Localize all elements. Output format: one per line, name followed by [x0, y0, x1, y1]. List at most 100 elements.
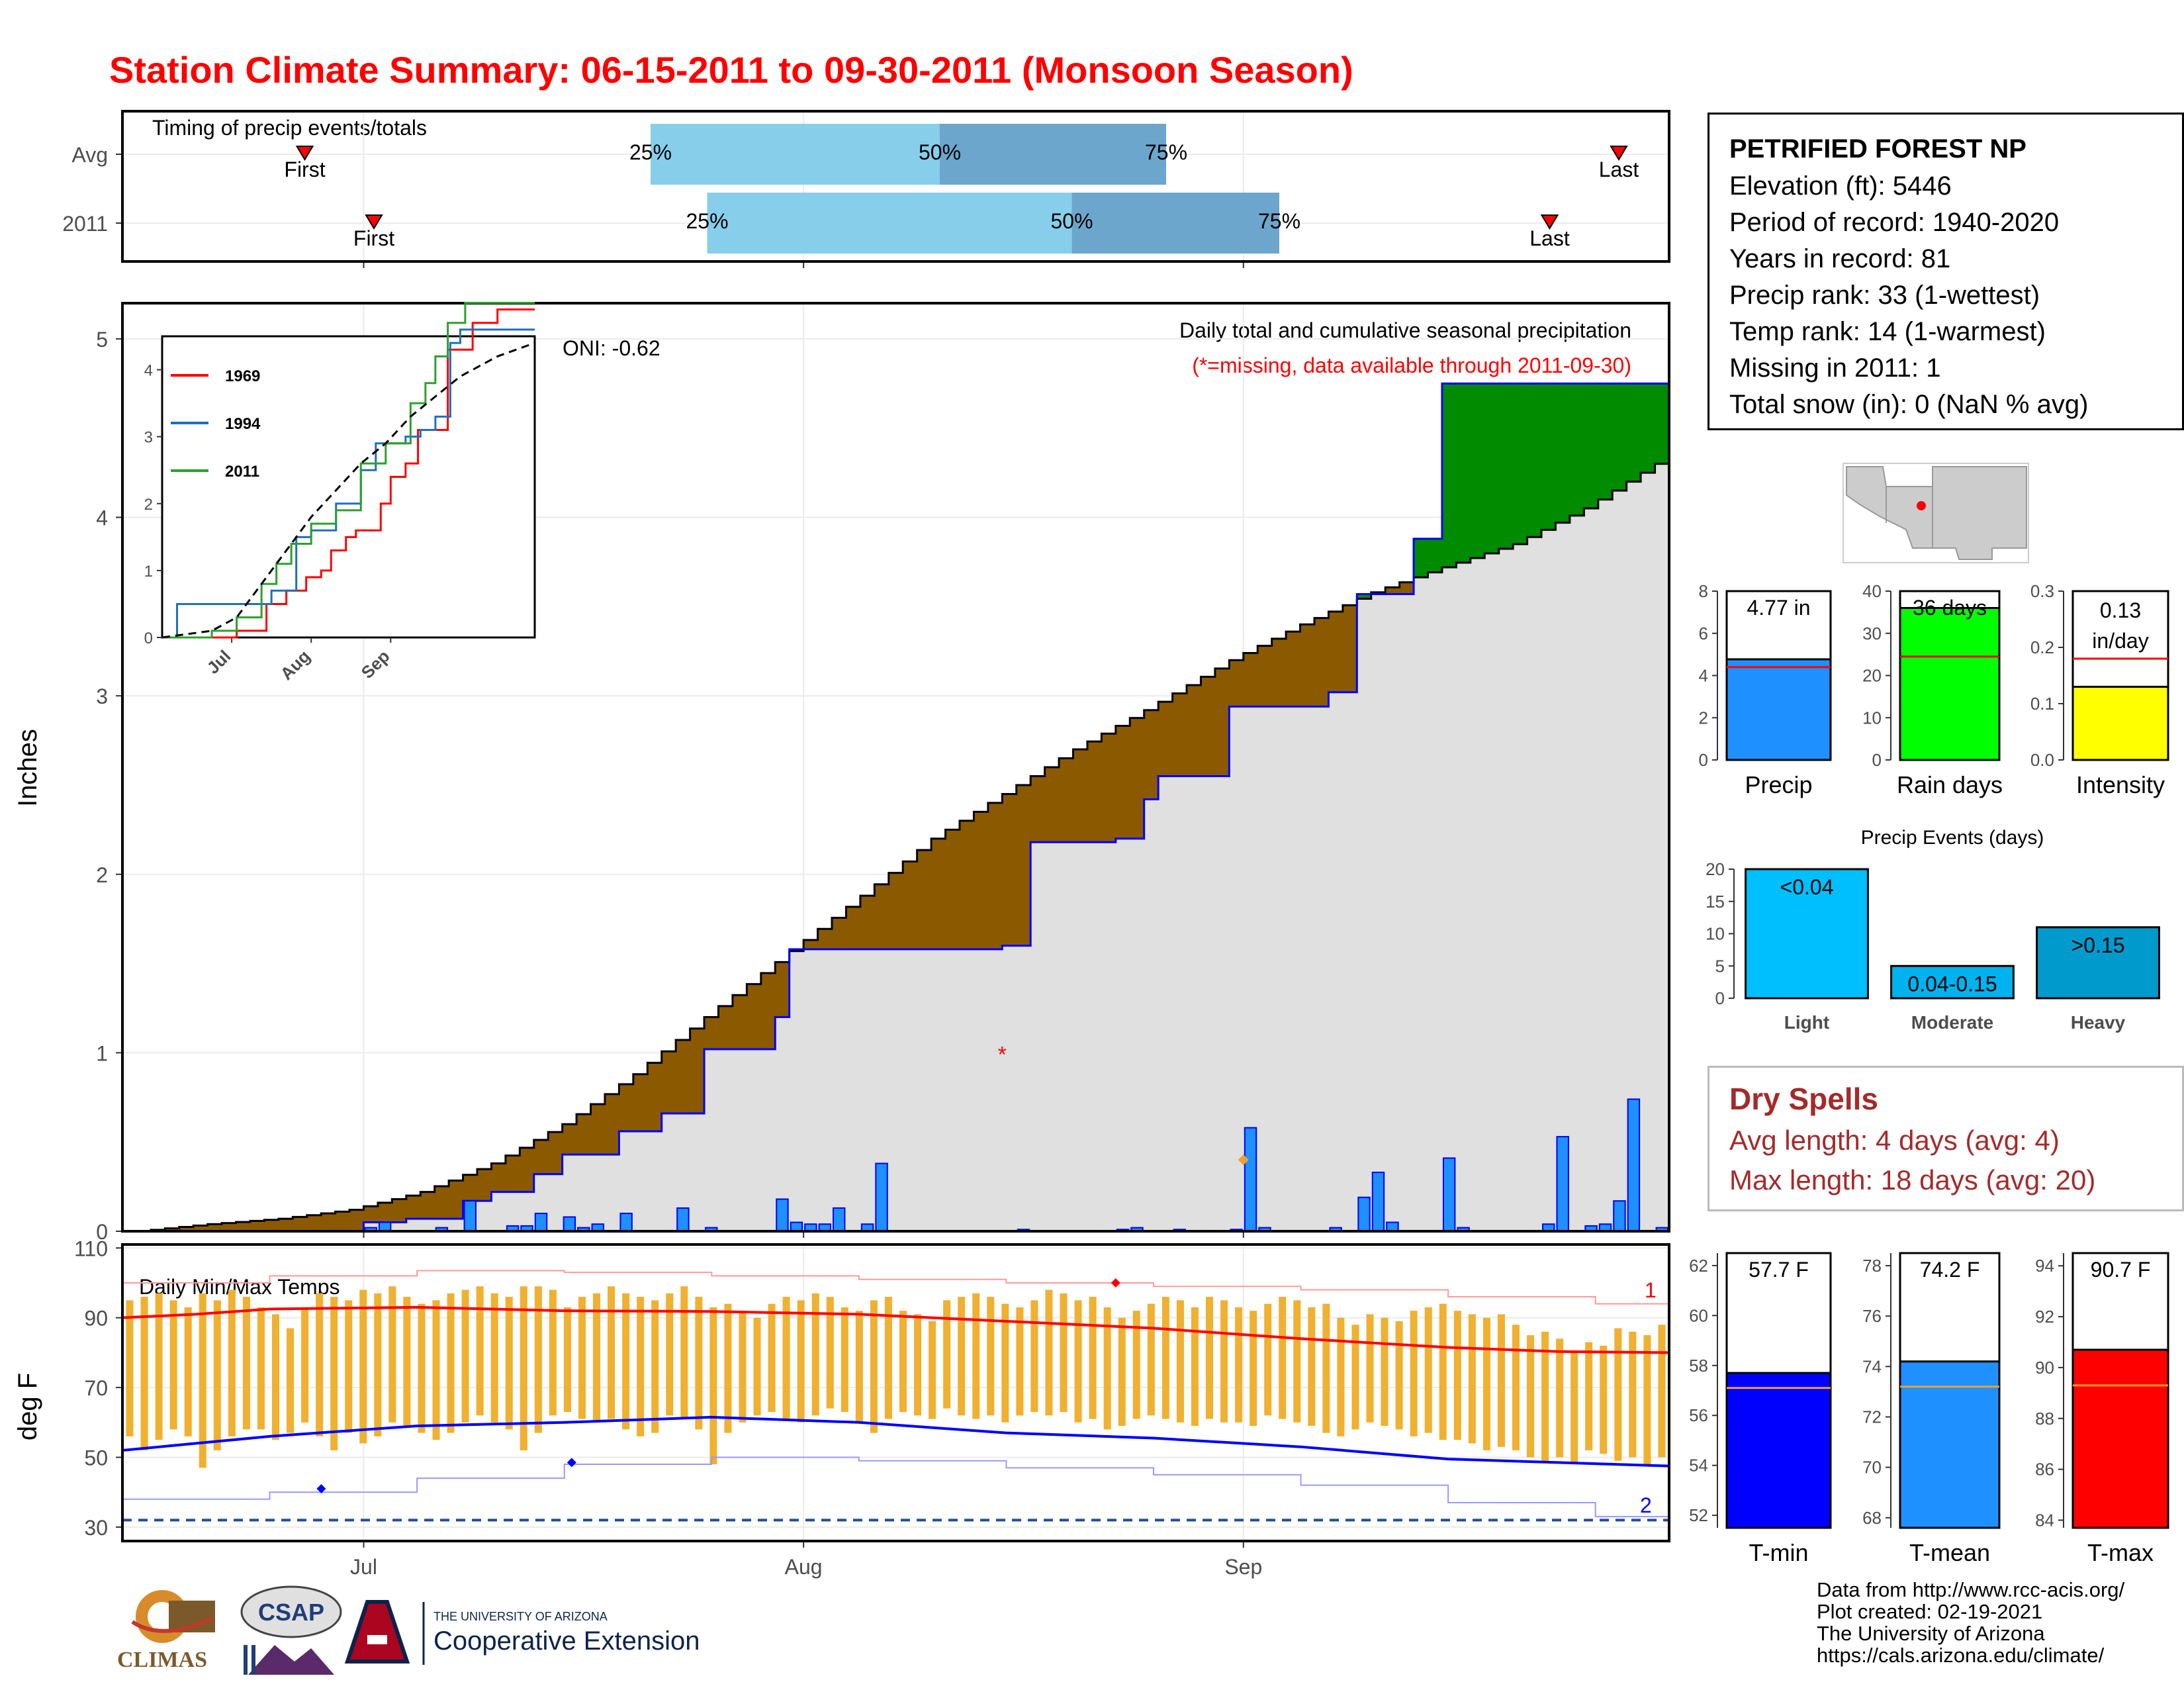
mini-ytick-label: 54 [1689, 1456, 1708, 1476]
daily-temp-range-bar [388, 1286, 396, 1423]
daily-temp-range-bar [929, 1321, 936, 1419]
inset-ytick-label: 2 [144, 496, 153, 514]
mini-category-label: Rain days [1897, 771, 2003, 798]
mini-value-bar [1725, 1372, 1832, 1529]
daily-temp-range-bar [768, 1303, 776, 1412]
daily-temp-range-bar [1453, 1311, 1461, 1440]
surplus-area [1470, 383, 1485, 559]
daily-precip-bar [619, 1213, 633, 1232]
timing-q25-label: 25% [686, 209, 728, 233]
mini-chart-t-mean: 68 70 72 74 76 78 74.2 F T-mean [1862, 1252, 2001, 1566]
events-title: Precip Events (days) [1861, 827, 2044, 849]
daily-precip-bar [1244, 1127, 1257, 1232]
mini-ytick-label: 0.1 [2030, 694, 2054, 714]
mini-ytick-label: 70 [1862, 1458, 1882, 1477]
temp-ytick-label: 30 [84, 1516, 108, 1540]
deficit-area [1342, 605, 1357, 692]
mini-ytick-label: 74 [1862, 1356, 1882, 1376]
daily-temp-range-bar [1512, 1325, 1520, 1450]
events-bar-label: <0.04 [1780, 875, 1834, 899]
oni-label: ONI: -0.62 [563, 336, 660, 360]
daily-temp-range-bar [1293, 1300, 1301, 1423]
station-name: PETRIFIED FOREST NP [1729, 134, 2026, 164]
mini-category-label: Precip [1745, 771, 1812, 798]
surplus-area [1655, 383, 1670, 464]
inset-xtick-label: Jul [203, 646, 235, 678]
daily-temp-range-bar [884, 1297, 892, 1419]
deficit-area [1399, 582, 1414, 594]
station-info-box: PETRIFIED FOREST NP Elevation (ft): 5446… [1707, 113, 2184, 430]
daily-temp-range-bar [1497, 1314, 1505, 1447]
avg-max-line [122, 1305, 1670, 1354]
mini-ytick-label: 78 [1862, 1256, 1882, 1276]
mini-ytick-label: 58 [1689, 1356, 1708, 1376]
deficit-area [1044, 767, 1060, 843]
mini-value-bar [2071, 1348, 2169, 1529]
deficit-area [222, 1223, 237, 1231]
daily-precip-bar [534, 1213, 548, 1232]
daily-temp-range-bar [709, 1307, 717, 1465]
station-snow: Total snow (in): 0 (NaN % avg) [1729, 390, 2089, 419]
daily-temp-range-bar [549, 1289, 557, 1416]
ua-logo-top: THE UNIVERSITY OF ARIZONA [433, 1610, 608, 1623]
mini-ytick-label: 30 [1862, 624, 1882, 643]
surplus-area [1428, 538, 1443, 573]
inset-ytick-label: 3 [144, 429, 153, 447]
deficit-area [1172, 693, 1187, 776]
deficit-area [974, 812, 989, 950]
daily-temp-range-bar [943, 1300, 951, 1409]
timing-q25-q50-bar [651, 124, 940, 185]
deficit-area [987, 802, 1003, 950]
deficit-area [278, 1219, 293, 1231]
mini-ytick-label: 84 [2035, 1510, 2054, 1530]
mini-ytick-label: 92 [2035, 1307, 2054, 1327]
daily-temp-range-bar [330, 1297, 338, 1450]
daily-temp-range-bar [1600, 1345, 1608, 1454]
daily-temp-range-bar [826, 1297, 834, 1409]
inset-ytick-label: 1 [144, 563, 153, 581]
mini-ytick-label: 62 [1689, 1256, 1708, 1276]
csap-logo: CSAP [240, 1585, 342, 1675]
daily-temp-range-bar [287, 1328, 295, 1433]
mini-value-label: 74.2 F [1920, 1258, 1980, 1282]
surplus-area [1541, 383, 1557, 530]
daily-temp-range-bar [622, 1293, 630, 1430]
credit-url: https://cals.arizona.edu/climate/ [1817, 1644, 2105, 1667]
daily-precip-bar [1613, 1200, 1626, 1233]
record-high-diamond [1111, 1278, 1120, 1288]
station-missing: Missing in 2011: 1 [1729, 353, 1941, 383]
timing-header: Timing of precip events/totals [152, 116, 427, 140]
events-plot: 0 5 10 15 20 <0.04 Light 0.04-0.15 Moderate >0.15… [1706, 859, 2160, 1033]
ua-logo: THE UNIVERSITY OF ARIZONA Cooperative Ex… [344, 1600, 700, 1665]
temp-ytick-label: 50 [84, 1446, 108, 1470]
daily-temp-range-bar [972, 1293, 980, 1419]
mini-ytick-label: 60 [1689, 1305, 1708, 1325]
daily-temp-range-bar [403, 1297, 411, 1427]
mini-category-label: T-min [1749, 1539, 1809, 1566]
inset-series-line-1994 [162, 328, 535, 639]
deficit-area [1030, 776, 1046, 843]
deficit-area [1187, 684, 1202, 776]
deficit-area [676, 1039, 691, 1114]
daily-temp-range-bar [1161, 1297, 1169, 1419]
daily-precip-bar [463, 1200, 477, 1233]
mini-ytick-label: 10 [1862, 708, 1882, 727]
daily-temp-range-bar [1614, 1328, 1622, 1461]
daily-precip-bar [1442, 1157, 1456, 1232]
credit-data-source: Data from http://www.rcc-acis.org/ [1817, 1578, 2125, 1601]
daily-precip-bar [1371, 1172, 1385, 1233]
timing-q25-label: 25% [629, 140, 672, 164]
csap-logo-text: CSAP [258, 1599, 324, 1626]
timing-q50-label: 50% [1050, 209, 1093, 233]
daily-temp-range-bar [1381, 1317, 1388, 1427]
daily-temp-range-bar [841, 1307, 848, 1412]
precip-ytick-label: 1 [96, 1041, 108, 1065]
first-event-marker [295, 146, 314, 161]
daily-temp-range-bar [1132, 1311, 1140, 1419]
mini-value-label: 57.7 F [1749, 1258, 1809, 1282]
deficit-area [505, 1155, 520, 1192]
credits: Data from http://www.rcc-acis.org/ Plot … [1817, 1579, 2124, 1666]
mini-value-bar [1725, 658, 1832, 761]
mini-value-bar [2071, 686, 2169, 761]
